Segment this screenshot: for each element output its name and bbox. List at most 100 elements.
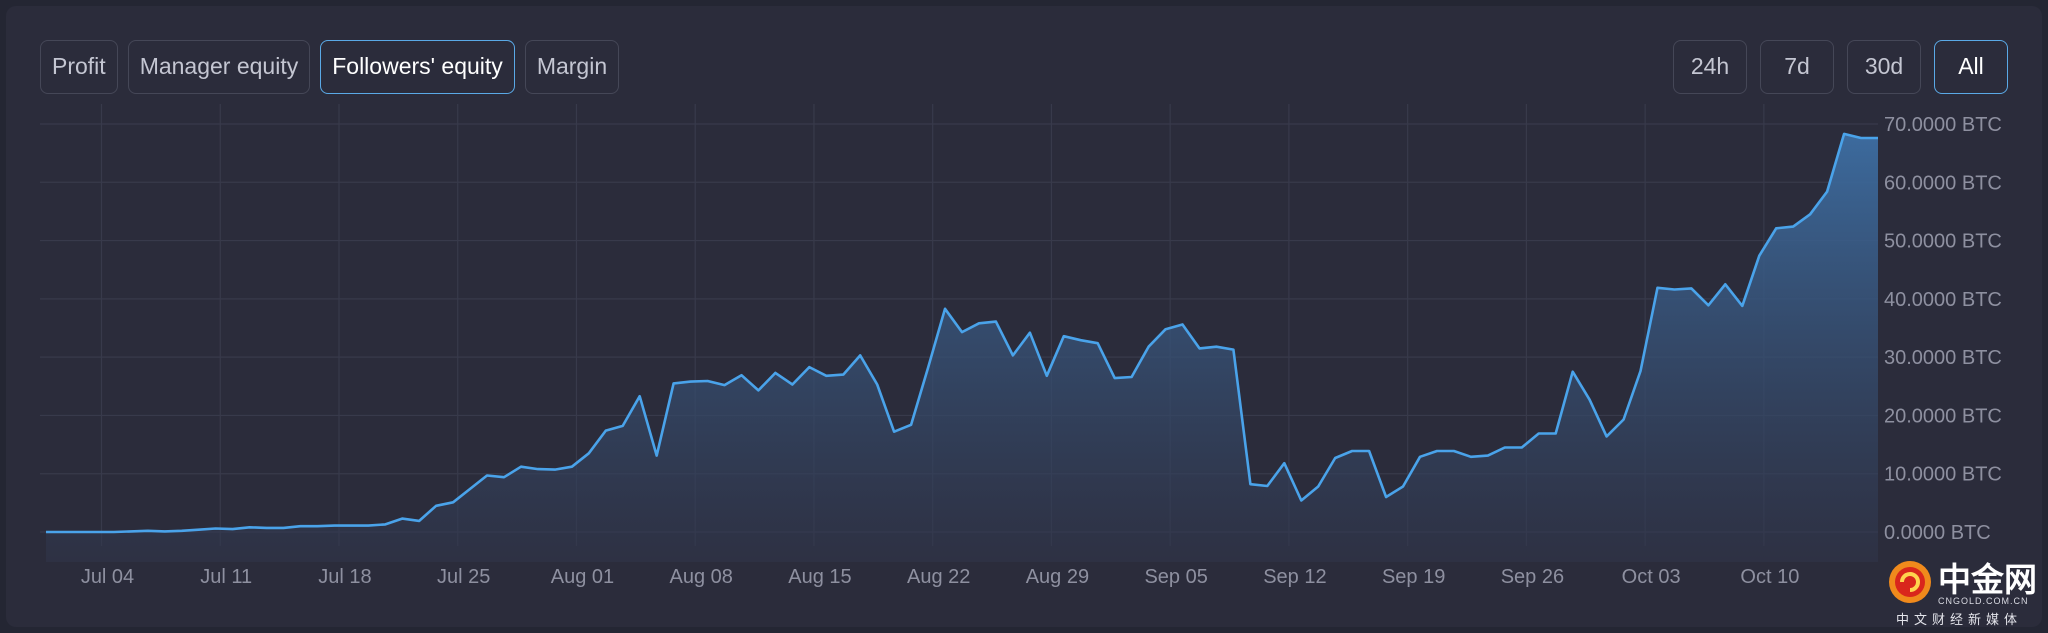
x-tick-label: Jul 11 [200, 566, 252, 588]
x-tick-label: Jul 04 [81, 566, 134, 588]
equity-data-point [333, 524, 336, 527]
tab-manager-equity[interactable]: Manager equity [127, 40, 311, 94]
watermark-title: 中金网 [1938, 561, 2037, 598]
x-tick-label: Sep 19 [1382, 566, 1445, 588]
x-tick-label: Aug 08 [670, 566, 733, 588]
equity-data-point [1147, 345, 1150, 348]
equity-data-point [961, 331, 964, 334]
y-tick-label: 70.0000 BTC [1884, 114, 2002, 136]
equity-data-point [1504, 446, 1507, 449]
equity-data-point [842, 373, 845, 376]
equity-data-point [944, 308, 947, 311]
equity-data-point [469, 488, 472, 491]
equity-data-point [1012, 354, 1015, 357]
time-range-selector: 24h 7d 30d All [1673, 40, 2008, 94]
x-tick-label: Sep 05 [1144, 566, 1207, 588]
range-30d-button[interactable]: 30d [1847, 40, 1921, 94]
equity-data-point [1571, 370, 1574, 373]
equity-data-point [248, 526, 251, 529]
equity-data-point [418, 520, 421, 523]
equity-data-point [808, 366, 811, 369]
equity-data-point [978, 322, 981, 325]
equity-data-point [1181, 323, 1184, 326]
equity-data-point [1046, 375, 1049, 378]
equity-data-point [1758, 254, 1761, 257]
watermark-tagline: 中文财经新媒体 [1896, 612, 2023, 627]
tab-profit[interactable]: Profit [40, 40, 118, 94]
equity-data-point [1436, 450, 1439, 453]
equity-data-point [1164, 328, 1167, 331]
equity-data-point [45, 531, 48, 534]
equity-data-point [1792, 225, 1795, 228]
equity-data-point [689, 380, 692, 383]
equity-data-point [1537, 432, 1540, 435]
tab-margin[interactable]: Margin [524, 40, 620, 94]
y-tick-label: 60.0000 BTC [1884, 172, 2002, 194]
equity-data-point [1707, 304, 1710, 307]
range-7d-button[interactable]: 7d [1760, 40, 1834, 94]
equity-data-point [96, 531, 99, 534]
y-tick-label: 20.0000 BTC [1884, 405, 2002, 427]
equity-data-point [401, 517, 404, 520]
equity-data-point [1605, 435, 1608, 438]
equity-data-point [1521, 446, 1524, 449]
equity-data-point [384, 523, 387, 526]
equity-data-point [1215, 345, 1218, 348]
equity-data-point [1419, 456, 1422, 459]
equity-data-point [1130, 376, 1133, 379]
equity-data-point [265, 527, 268, 530]
equity-data-point [995, 320, 998, 323]
equity-data-point [350, 524, 353, 527]
equity-data-point [1198, 347, 1201, 350]
equity-data-point [588, 452, 591, 455]
equity-data-point [1368, 450, 1371, 453]
watermark: 中金网 CNGOLD.COM.CN 中文财经新媒体 [1888, 560, 2038, 627]
equity-data-point [1283, 462, 1286, 465]
equity-data-point [1470, 456, 1473, 459]
equity-data-point [1063, 335, 1066, 338]
equity-data-point [605, 429, 608, 432]
equity-data-point [231, 528, 234, 531]
equity-data-point [1487, 454, 1490, 457]
equity-data-point [1232, 348, 1235, 351]
equity-data-point [1113, 377, 1116, 380]
equity-data-point [825, 375, 828, 378]
equity-data-point [621, 425, 624, 428]
equity-data-point [1724, 283, 1727, 286]
tab-followers-equity[interactable]: Followers' equity [320, 40, 515, 94]
equity-data-point [180, 530, 183, 533]
equity-data-point [520, 465, 523, 468]
equity-data-point [1266, 485, 1269, 488]
equity-data-point [1317, 485, 1320, 488]
range-24h-button[interactable]: 24h [1673, 40, 1747, 94]
equity-data-point [1079, 339, 1082, 342]
equity-line [46, 132, 1878, 534]
equity-data-point [859, 354, 862, 357]
equity-data-point [927, 366, 930, 369]
x-tick-label: Jul 18 [318, 566, 371, 588]
range-all-button[interactable]: All [1934, 40, 2008, 94]
equity-data-point [1877, 137, 1880, 140]
equity-data-point [1402, 485, 1405, 488]
equity-data-point [1453, 450, 1456, 453]
y-tick-label: 10.0000 BTC [1884, 464, 2002, 486]
equity-data-point [1554, 432, 1557, 435]
equity-data-point [638, 395, 641, 398]
equity-data-point [876, 383, 879, 386]
x-tick-label: Aug 01 [551, 566, 614, 588]
equity-data-point [452, 501, 455, 504]
equity-data-point [486, 474, 489, 477]
equity-data-point [1639, 370, 1642, 373]
equity-data-point [79, 531, 82, 534]
equity-data-point [62, 531, 65, 534]
y-tick-label: 50.0000 BTC [1884, 231, 2002, 253]
equity-data-point [723, 384, 726, 387]
equity-data-point [435, 505, 438, 508]
equity-data-point [197, 528, 200, 531]
equity-data-point [740, 374, 743, 377]
equity-data-point [282, 527, 285, 530]
equity-data-point [791, 383, 794, 386]
equity-data-point [503, 476, 506, 479]
x-tick-label: Aug 29 [1026, 566, 1089, 588]
